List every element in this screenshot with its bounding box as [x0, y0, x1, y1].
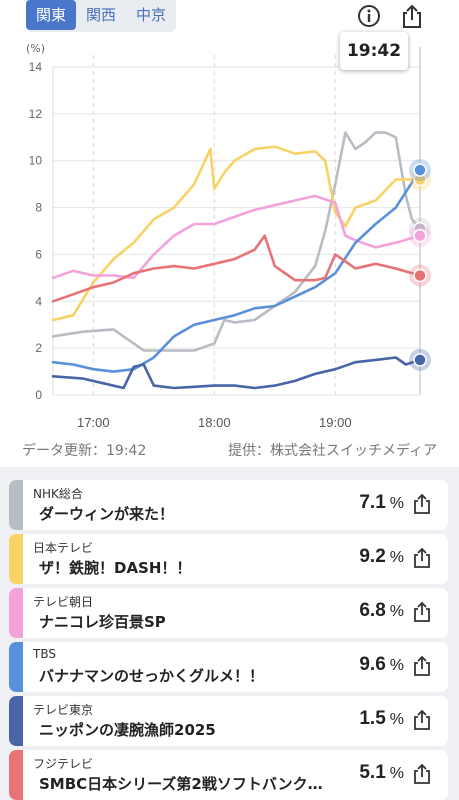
channel-color-bar	[9, 750, 23, 800]
rating-value: 9.6%	[359, 654, 404, 676]
station-name: 日本テレビ	[33, 541, 94, 555]
tab-kansai[interactable]: 関西	[85, 6, 116, 24]
channel-card-nhk[interactable]: NHK総合 ダーウィンが来た！ 7.1%	[9, 480, 448, 530]
chart-footer: データ更新：19:42 提供：株式会社スイッチメディア	[22, 440, 439, 460]
share-icon[interactable]	[410, 546, 434, 570]
program-title: ナニコレ珍百景SP	[39, 613, 166, 631]
rating-unit: %	[389, 549, 404, 566]
channel-color-bar	[9, 534, 23, 584]
provider-credit: 提供：株式会社スイッチメディア	[227, 443, 437, 459]
share-icon[interactable]	[410, 600, 434, 624]
series-line-5	[51, 234, 422, 303]
y-tick-label: 12	[29, 107, 43, 121]
rating-value: 5.1%	[359, 762, 404, 784]
rating-number: 6.8	[359, 600, 386, 621]
series-line-3	[51, 168, 422, 373]
channel-color-bar	[9, 480, 23, 530]
series-end-marker-4	[413, 353, 427, 367]
rating-unit: %	[389, 765, 404, 782]
share-icon[interactable]	[410, 708, 434, 732]
program-title: ザ！鉄腕！DASH！！	[39, 559, 192, 577]
y-axis-unit-label: (%)	[26, 42, 45, 55]
region-tabs: 関東 関西 中京	[26, 0, 176, 32]
channel-list: NHK総合 ダーウィンが来た！ 7.1% 日本テレビ ザ！鉄腕！DASH！！ 9…	[0, 467, 459, 800]
rating-number: 9.2	[359, 546, 386, 567]
y-tick-label: 8	[35, 201, 42, 215]
share-icon[interactable]	[410, 492, 434, 516]
share-icon[interactable]	[398, 2, 426, 30]
station-name: フジテレビ	[33, 757, 94, 771]
station-name: テレビ東京	[33, 703, 94, 717]
share-icon[interactable]	[410, 654, 434, 678]
channel-color-bar	[9, 642, 23, 692]
channel-card-ntv[interactable]: 日本テレビ ザ！鉄腕！DASH！！ 9.2%	[9, 534, 448, 584]
rating-unit: %	[389, 657, 404, 674]
x-tick-label: 19:00	[319, 415, 352, 430]
series-line-2	[51, 194, 422, 280]
x-tick-label: 17:00	[77, 415, 110, 430]
y-tick-label: 4	[35, 294, 42, 308]
rating-number: 1.5	[359, 708, 386, 729]
series-line-0	[51, 131, 422, 352]
tab-chukyo[interactable]: 中京	[135, 6, 166, 24]
station-name: TBS	[33, 647, 56, 661]
series-line-4	[51, 356, 422, 390]
program-title: SMBC日本シリーズ第2戦ソフトバンクVS阪神	[39, 775, 325, 793]
rating-unit: %	[389, 603, 404, 620]
x-tick-label: 18:00	[198, 415, 231, 430]
y-tick-label: 2	[35, 341, 42, 355]
series-line-1	[51, 145, 422, 322]
rating-number: 9.6	[359, 654, 386, 675]
program-title: ニッポンの凄腕漁師2025	[39, 721, 216, 739]
rating-number: 7.1	[359, 492, 386, 513]
ratings-chart: (%) 0 2 4 6 8 10 12 14 17:00 18:00 19:00	[26, 42, 431, 430]
current-time-tooltip: 19:42	[340, 32, 408, 70]
channel-color-bar	[9, 588, 23, 638]
rating-value: 6.8%	[359, 600, 404, 622]
channel-card-fujitv[interactable]: フジテレビ SMBC日本シリーズ第2戦ソフトバンクVS阪神 5.1%	[9, 750, 448, 800]
rating-value: 1.5%	[359, 708, 404, 730]
share-icon[interactable]	[410, 762, 434, 786]
rating-unit: %	[389, 495, 404, 512]
y-tick-label: 10	[29, 154, 43, 168]
station-name: NHK総合	[33, 487, 83, 501]
program-title: バナナマンのせっかくグルメ！！	[39, 667, 265, 685]
rating-number: 5.1	[359, 762, 386, 783]
channel-color-bar	[9, 696, 23, 746]
rating-value: 9.2%	[359, 546, 404, 568]
tab-kanto[interactable]: 関東	[26, 0, 76, 30]
y-tick-label: 0	[35, 388, 42, 402]
channel-card-tbs[interactable]: TBS バナナマンのせっかくグルメ！！ 9.6%	[9, 642, 448, 692]
channel-card-tvtokyo[interactable]: テレビ東京 ニッポンの凄腕漁師2025 1.5%	[9, 696, 448, 746]
channel-card-tvasahi[interactable]: テレビ朝日 ナニコレ珍百景SP 6.8%	[9, 588, 448, 638]
series-end-marker-2	[413, 228, 427, 243]
rating-unit: %	[389, 711, 404, 728]
info-icon[interactable]	[355, 2, 383, 30]
program-title: ダーウィンが来た！	[39, 505, 175, 523]
y-tick-label: 6	[35, 247, 42, 261]
rating-value: 7.1%	[359, 492, 404, 514]
series-end-marker-3	[413, 163, 427, 177]
series-end-marker-5	[413, 268, 427, 283]
y-tick-label: 14	[29, 60, 43, 74]
station-name: テレビ朝日	[33, 595, 94, 609]
update-time: データ更新：19:42	[22, 443, 147, 459]
